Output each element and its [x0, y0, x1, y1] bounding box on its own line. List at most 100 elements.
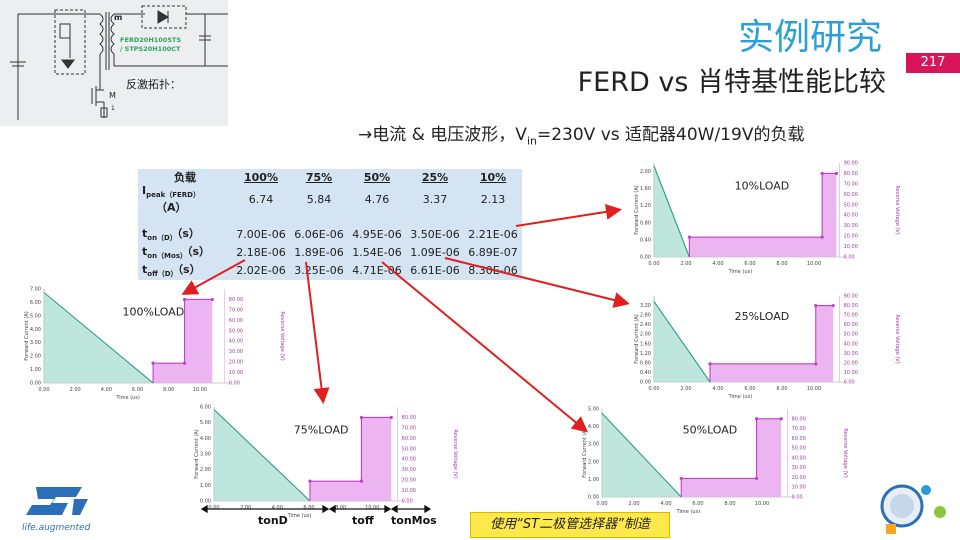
x-tick-label: 6.00 — [132, 387, 143, 393]
x-tick-label: 6.00 — [692, 501, 703, 507]
y2-tick-label: 70.00 — [402, 425, 416, 431]
table-col-header: 75% — [305, 170, 333, 184]
row-label-unit: （s） — [177, 263, 201, 277]
table-cell: 2.21E-06 — [468, 227, 518, 241]
table-col-header: 25% — [421, 170, 449, 184]
page-number-badge: 217 — [906, 53, 960, 73]
y-tick-label: 5.00 — [588, 407, 599, 413]
table-row: ton（D）（s） 7.00E-06 6.06E-06 4.95E-06 3.5… — [138, 225, 522, 243]
table-cell: 1.09E-06 — [410, 245, 460, 259]
row-label: Ipeak（FERD） （A） — [138, 185, 232, 213]
row-label-unit: （s） — [187, 245, 211, 259]
y-tick-label: 0.80 — [640, 220, 651, 226]
y2-tick-label: 70.00 — [229, 307, 243, 313]
label-M: M — [109, 91, 116, 100]
voltage-point — [831, 303, 835, 308]
row-label-main: t — [142, 263, 148, 277]
y-tick-label: 7.00 — [30, 287, 41, 293]
table-row: ton（Mos）（s） 2.18E-06 1.89E-06 1.54E-06 1… — [138, 243, 522, 261]
voltage-area — [681, 418, 782, 497]
voltage-point — [814, 303, 818, 308]
voltage-point — [779, 417, 783, 421]
y-axis-label: Forward Current (A) — [634, 314, 640, 363]
arrow-to-50 — [381, 261, 589, 433]
flyback-schematic: m FERD20H100STS / STPS20H100CT 反激拓扑： M 1 — [0, 0, 228, 126]
page-subtitle: FERD vs 肖特基性能比较 — [577, 67, 886, 98]
voltage-point — [359, 415, 364, 420]
voltage-area — [710, 305, 834, 382]
y-tick-label: 3.00 — [200, 452, 211, 458]
y-axis-label: Forward Current (A) — [634, 185, 640, 234]
table-cell: 7.00E-06 — [236, 227, 286, 241]
voltage-point — [754, 476, 759, 481]
x-tick-label: 0.00 — [38, 387, 49, 393]
y-tick-label: 1.60 — [640, 186, 651, 192]
voltage-point — [182, 297, 187, 302]
row-label-sub: off（D） — [147, 270, 178, 279]
row-label: ton（D）（s） — [138, 225, 232, 243]
y-axis-label: Forward Current (A) — [24, 311, 30, 360]
timing-label-tonMos: tonMos — [391, 514, 437, 527]
x-tick-label: 4.00 — [272, 505, 283, 511]
current-line — [43, 292, 154, 384]
schematic-caption: 反激拓扑： — [126, 77, 181, 91]
arrow-to-75 — [305, 261, 330, 404]
x-tick-label: 2.00 — [70, 387, 81, 393]
voltage-point — [834, 171, 838, 176]
y-tick-label: 5.00 — [30, 313, 41, 319]
st-logo: life.augmented — [22, 483, 102, 533]
y-tick-label: 0.40 — [640, 370, 651, 376]
row-label: toff（D）（s） — [138, 261, 232, 279]
y2-tick-label: 0.00 — [844, 380, 855, 386]
load-annotation: 25%LOAD — [735, 310, 790, 323]
y2-tick-label: 80.00 — [844, 171, 858, 177]
y2-tick-label: 50.00 — [402, 446, 416, 452]
y2-tick-label: 60.00 — [844, 322, 858, 328]
table-cell: 6.06E-06 — [294, 227, 344, 241]
y2-tick-label: 70.00 — [844, 181, 858, 187]
x-tick-label: 4.00 — [712, 386, 723, 392]
y2-axis-label: Reverse Voltage (V) — [842, 428, 848, 477]
table-cell: 2.02E-06 — [236, 263, 286, 277]
voltage-area — [689, 173, 837, 257]
x-tick-label: 2.00 — [240, 505, 251, 511]
load-annotation: 10%LOAD — [735, 179, 790, 192]
x-axis-label: Time (us) — [728, 394, 753, 400]
y2-axis-label: Reverse Voltage (V) — [894, 185, 900, 234]
x-tick-label: 2.00 — [680, 261, 691, 267]
x-tick-label: 4.00 — [660, 501, 671, 507]
y-tick-label: 3.20 — [640, 303, 651, 309]
y2-tick-label: 30.00 — [844, 351, 858, 357]
y2-tick-label: 0.00 — [792, 495, 803, 501]
table-cell: 5.84 — [306, 192, 332, 206]
table-cell: 1.89E-06 — [294, 245, 344, 259]
load-annotation: 50%LOAD — [683, 424, 738, 437]
y2-tick-label: 90.00 — [844, 161, 858, 167]
y2-tick-label: 10.00 — [844, 244, 858, 250]
y2-tick-label: 30.00 — [844, 223, 858, 229]
y2-tick-label: 50.00 — [792, 446, 806, 452]
voltage-point — [814, 362, 818, 366]
part-label-line2: / STPS20H100CT — [120, 45, 181, 53]
y2-tick-label: 10.00 — [792, 485, 806, 491]
table-cell: 2.13 — [480, 192, 506, 206]
x-tick-label: 4.00 — [712, 261, 723, 267]
voltage-area — [153, 299, 213, 383]
page-title: 实例研究 — [737, 17, 882, 58]
x-tick-label: 6.00 — [744, 386, 755, 392]
y-tick-label: 2.00 — [200, 467, 211, 473]
table-header-row: 负载 100% 75% 50% 25% 10% — [138, 169, 522, 185]
y-tick-label: 1.60 — [640, 341, 651, 347]
x-tick-label: 10.00 — [365, 505, 379, 511]
y2-tick-label: 0.00 — [844, 255, 855, 261]
current-line — [653, 301, 711, 383]
x-tick-label: 6.00 — [303, 505, 314, 511]
y-tick-label: 3.00 — [588, 442, 599, 448]
y-tick-label: 6.00 — [30, 300, 41, 306]
x-tick-label: 10.00 — [755, 501, 769, 507]
y2-tick-label: 40.00 — [402, 457, 416, 463]
y2-tick-label: 80.00 — [229, 297, 243, 303]
table-col-header: 10% — [479, 170, 507, 184]
y2-tick-label: 50.00 — [844, 202, 858, 208]
y-tick-label: 4.00 — [200, 436, 211, 442]
